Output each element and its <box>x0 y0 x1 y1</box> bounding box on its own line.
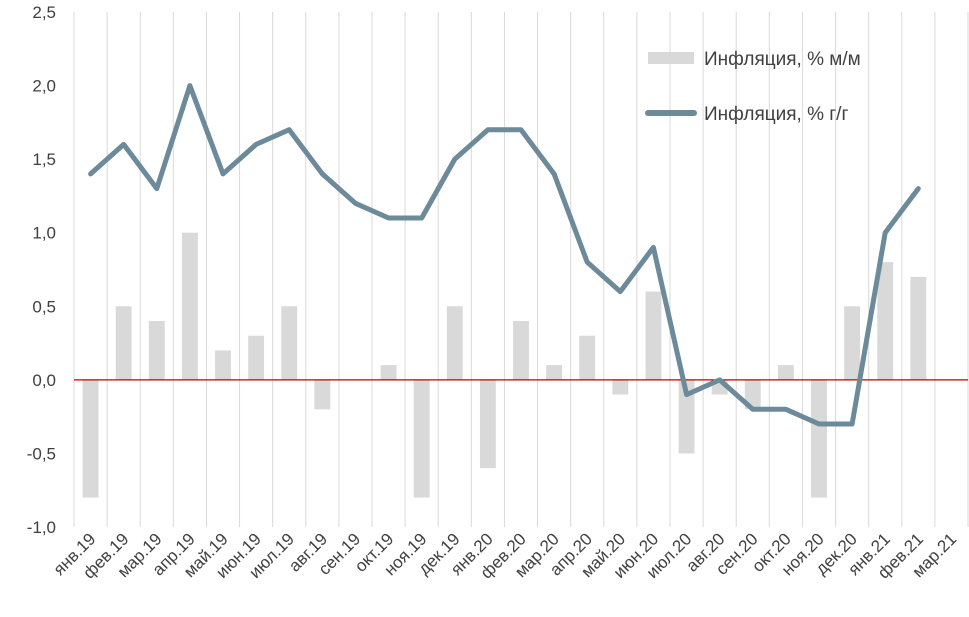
bar <box>148 321 165 380</box>
line-series-path <box>88 83 921 427</box>
y-tick-label: -0,5 <box>27 444 56 463</box>
legend-swatch-bar <box>648 52 694 64</box>
bar <box>513 321 529 380</box>
y-tick-label: 1,0 <box>32 224 56 243</box>
bar <box>248 335 265 380</box>
bar <box>115 306 132 380</box>
y-tick-label: 0,5 <box>32 297 56 316</box>
legend-label-mm: Инфляция, % м/м <box>704 49 861 70</box>
legend-label-yy: Инфляция, % г/г <box>704 104 848 125</box>
y-tick-label: 1,5 <box>32 150 56 169</box>
bar <box>314 379 331 410</box>
x-axis-ticks: янв.19фев.19мар.19апр.19май.19июн.19июл.… <box>50 529 961 582</box>
bar <box>844 306 861 380</box>
legend: Инфляция, % м/м Инфляция, % г/г <box>645 49 861 125</box>
bar <box>777 365 794 380</box>
grid-lines <box>73 12 969 527</box>
bar <box>877 262 894 380</box>
bar <box>181 232 198 380</box>
y-tick-label: 2,0 <box>32 77 56 96</box>
bar <box>413 379 430 498</box>
bar <box>645 291 662 380</box>
bar <box>281 306 298 380</box>
bar <box>215 350 231 380</box>
bar <box>546 365 563 380</box>
bar <box>910 276 927 380</box>
bar <box>744 379 761 410</box>
bar <box>811 379 827 498</box>
y-axis-ticks: -1,0 -0,5 0,0 0,5 1,0 1,5 2,0 2,5 <box>27 3 56 537</box>
bar-series <box>82 232 927 498</box>
y-tick-label: -1,0 <box>27 518 56 537</box>
line-series <box>88 83 921 427</box>
y-tick-label: 2,5 <box>32 3 56 22</box>
bar <box>446 306 463 380</box>
y-tick-label: 0,0 <box>32 371 56 390</box>
bar <box>82 379 99 498</box>
bar <box>612 379 629 395</box>
bar <box>479 379 496 469</box>
bar <box>678 379 695 454</box>
bar <box>380 365 397 380</box>
bar <box>579 335 596 380</box>
